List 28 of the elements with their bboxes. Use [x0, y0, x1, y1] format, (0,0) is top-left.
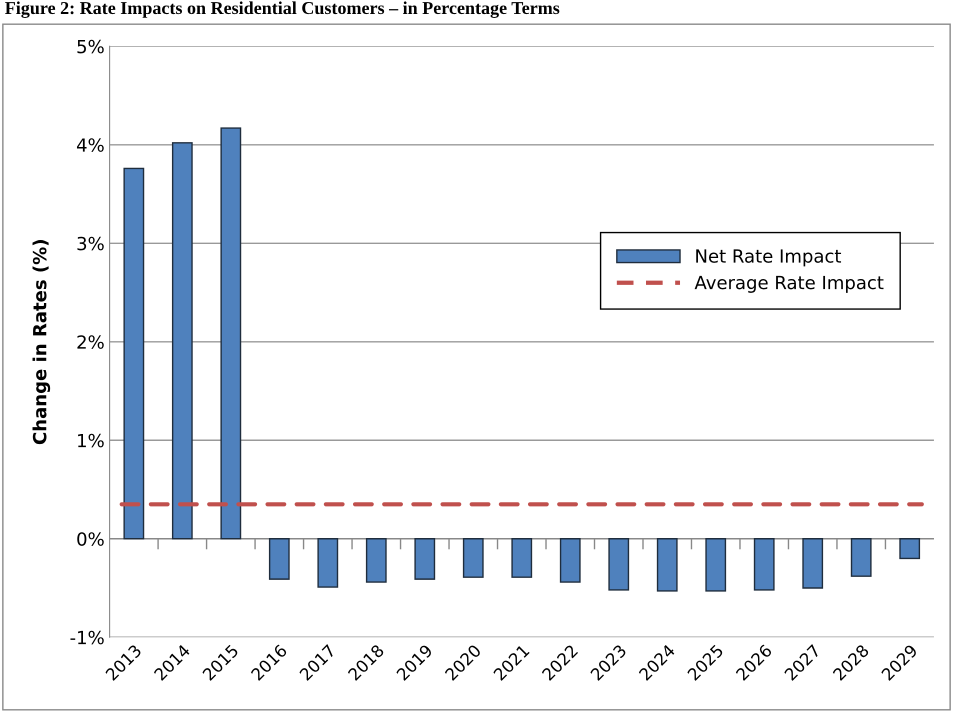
y-axis-title: Change in Rates (%) [32, 240, 50, 444]
y-tick-label: 2% [77, 335, 104, 349]
chart-title: Figure 2: Rate Impacts on Residential Customers – in Percentage Terms [5, 1, 560, 18]
legend-label: Average Rate Impact [694, 276, 884, 293]
bar [560, 538, 581, 583]
y-tick-label: 1% [78, 434, 104, 448]
bar [511, 538, 532, 578]
y-tick-label: 5% [77, 40, 104, 54]
bar [656, 538, 678, 592]
bar [802, 538, 824, 589]
y-tick-label: 0% [77, 532, 104, 546]
bar [268, 538, 290, 580]
y-tick-label: -1% [70, 630, 104, 644]
bar [462, 538, 484, 578]
bar [414, 538, 436, 580]
bar [899, 538, 920, 560]
y-tick-label: 3% [77, 236, 104, 250]
bar [705, 538, 726, 592]
bar [317, 538, 338, 588]
bar [608, 538, 630, 591]
bar [754, 538, 775, 591]
legend-label: Net Rate Impact [696, 249, 842, 266]
bar [850, 538, 872, 577]
bar [366, 538, 387, 583]
bar [123, 168, 144, 540]
y-tick-label: 4% [76, 138, 104, 152]
bar [172, 142, 193, 540]
bar [220, 127, 242, 540]
